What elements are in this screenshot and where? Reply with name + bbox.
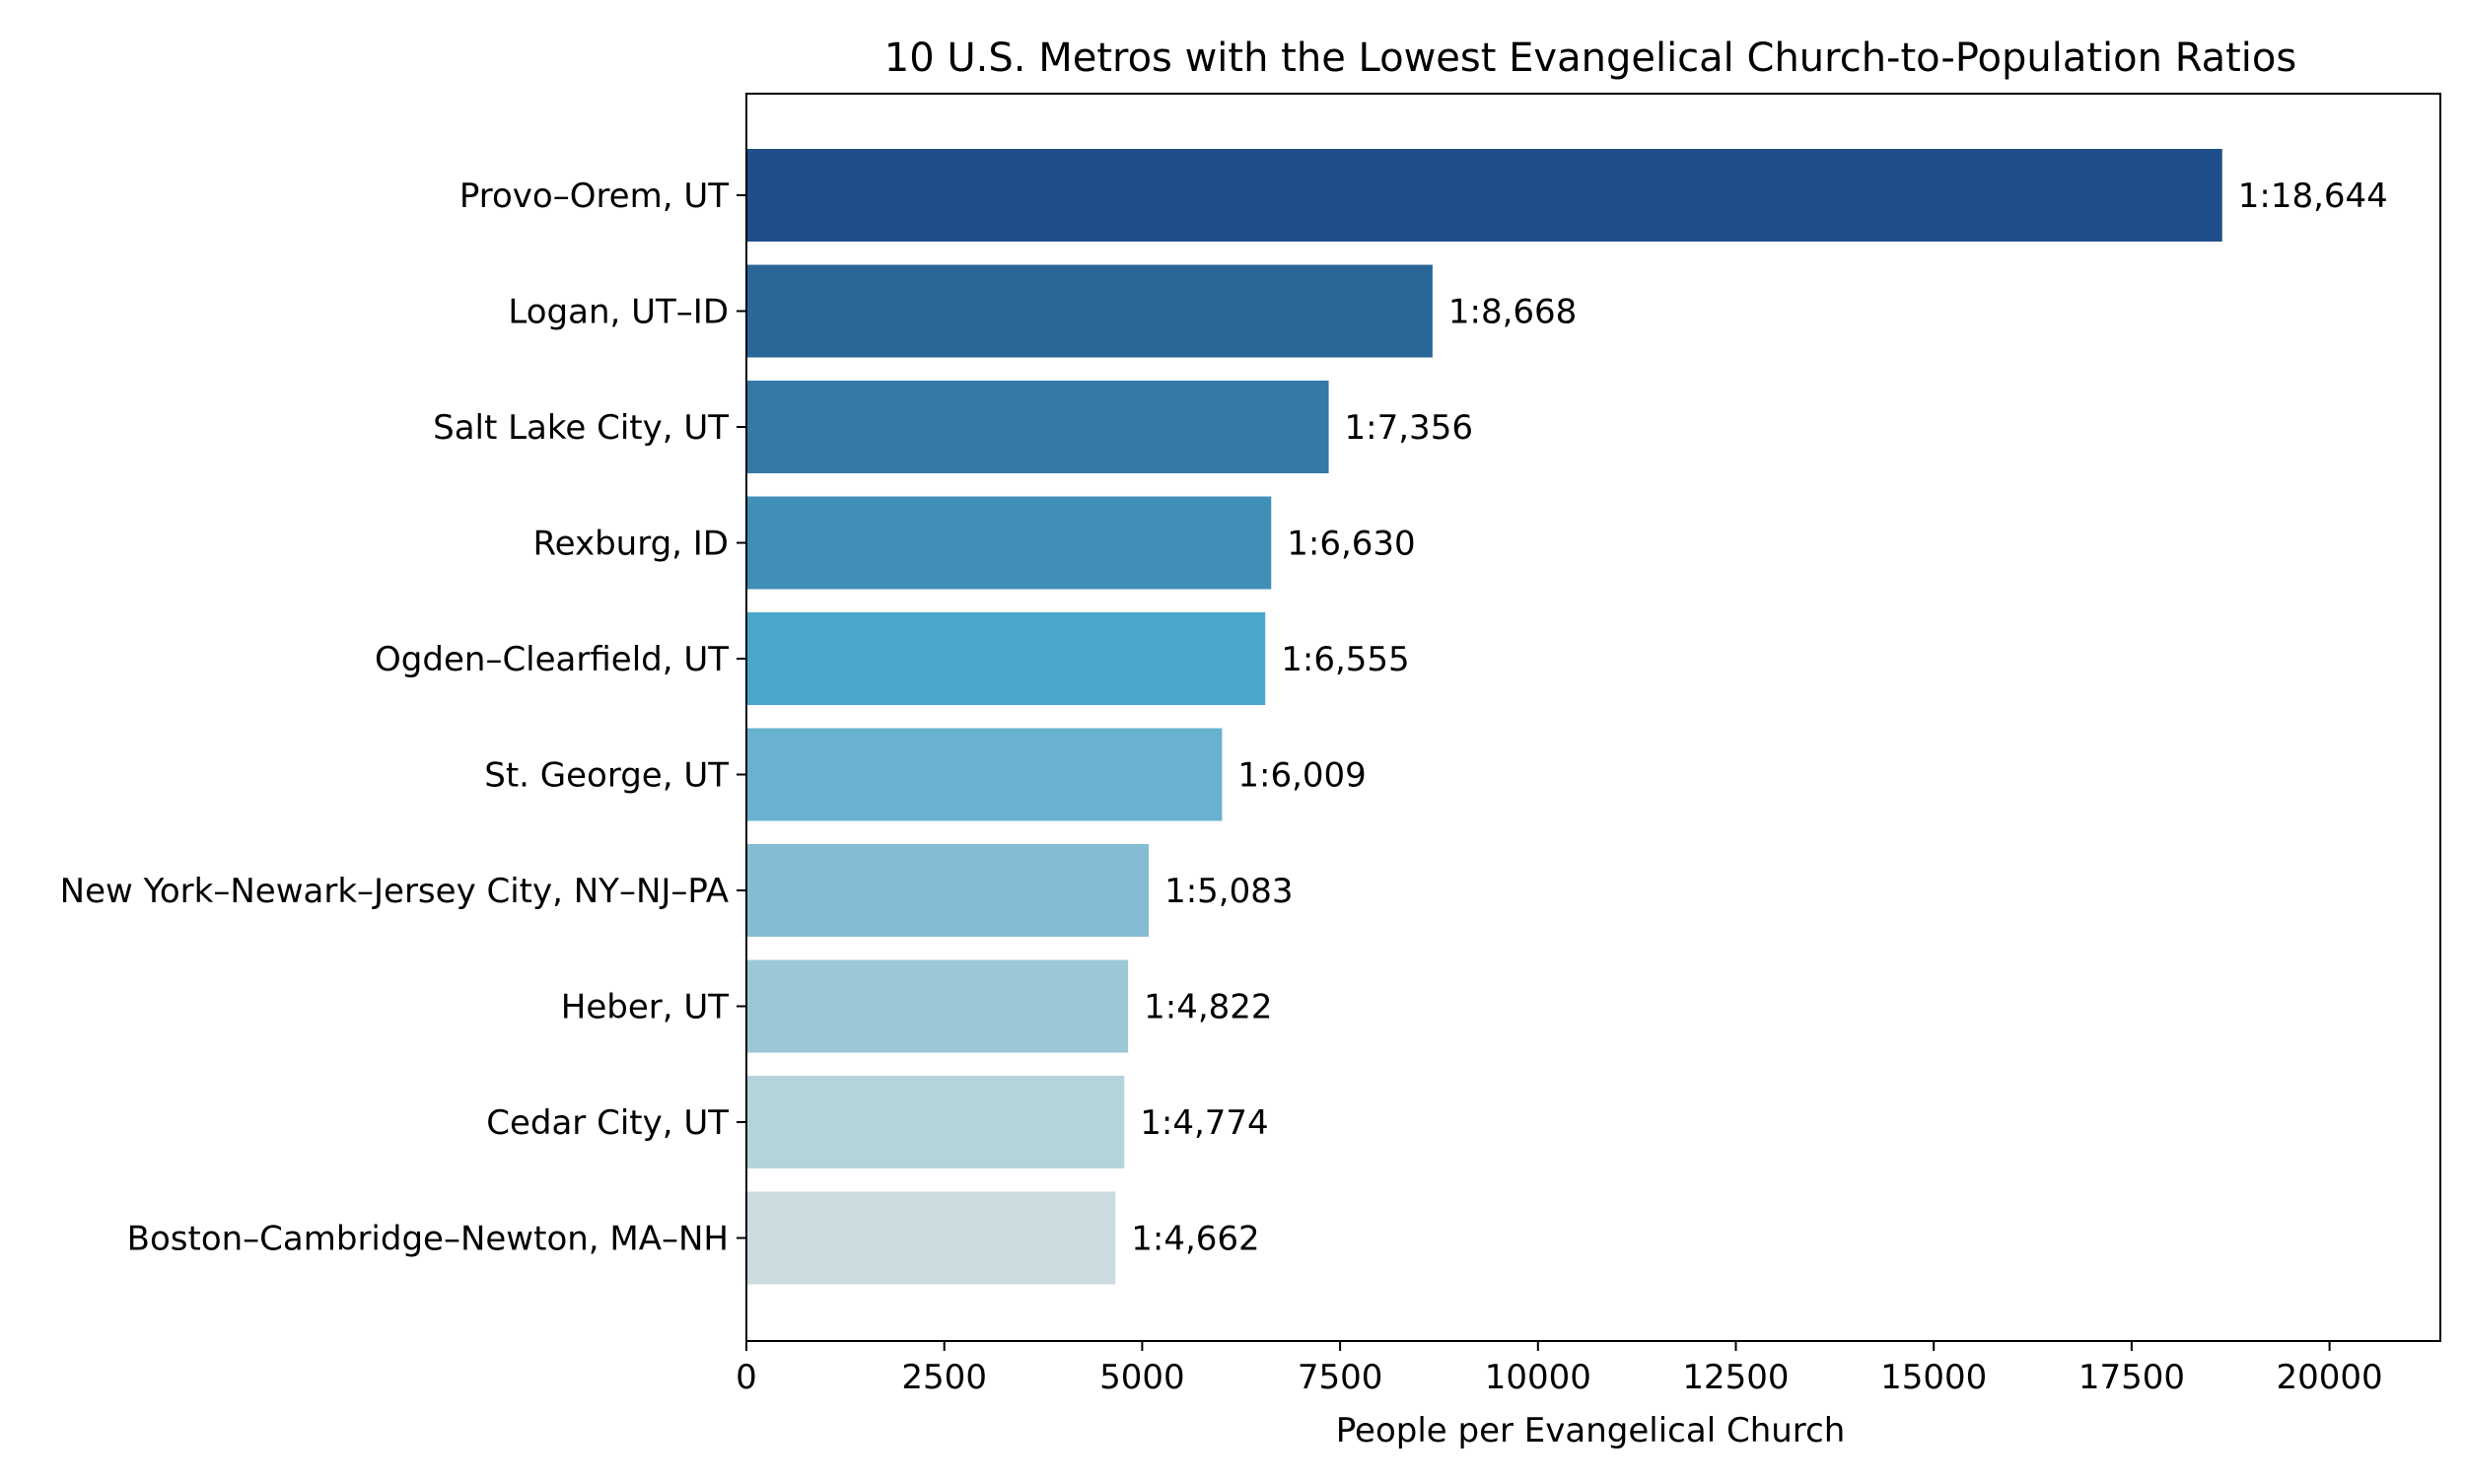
x-axis-label: People per Evangelical Church — [1336, 1411, 1846, 1450]
data-label: 1:7,356 — [1345, 408, 1473, 448]
bar — [746, 496, 1272, 590]
category-label: Cedar City, UT — [486, 1103, 729, 1143]
data-label: 1:6,630 — [1287, 525, 1415, 564]
x-tick-label: 20000 — [2277, 1358, 2383, 1397]
bar — [746, 728, 1223, 821]
data-label: 1:6,009 — [1237, 756, 1366, 796]
data-label: 1:4,662 — [1131, 1220, 1259, 1259]
x-tick-label: 7500 — [1298, 1358, 1383, 1397]
data-label: 1:8,668 — [1448, 293, 1577, 332]
data-labels-group: 1:18,644 1:8,668 1:7,356 1:6,630 1:6,555 1:6,… — [1131, 177, 2388, 1259]
bar — [746, 612, 1266, 705]
chart-title: 10 U.S. Metros with the Lowest Evangelic… — [884, 35, 2296, 81]
data-label: 1:5,083 — [1164, 872, 1293, 911]
x-tick-label: 10000 — [1485, 1358, 1591, 1397]
category-labels-group: Provo–Orem, UT Logan, UT–ID Salt Lake City… — [60, 177, 746, 1259]
category-label: Salt Lake City, UT — [433, 408, 729, 448]
bars-group — [746, 149, 2222, 1285]
bar — [746, 1191, 1116, 1285]
bar — [746, 959, 1129, 1053]
plot-frame — [745, 93, 2441, 1342]
category-label: New York–Newark–Jersey City, NY–NJ–PA — [60, 872, 729, 911]
x-tick-label: 5000 — [1099, 1358, 1185, 1397]
category-label: Logan, UT–ID — [508, 293, 729, 332]
bar — [746, 381, 1329, 473]
category-label: Rexburg, ID — [533, 525, 729, 564]
x-tick-label: 0 — [736, 1358, 757, 1397]
category-label: St. George, UT — [484, 756, 729, 796]
category-label: Boston–Cambridge–Newton, MA–NH — [127, 1220, 729, 1259]
data-label: 1:18,644 — [2238, 177, 2388, 216]
bar — [746, 264, 1433, 358]
data-label: 1:4,822 — [1144, 988, 1272, 1027]
x-tick-label: 12500 — [1682, 1358, 1789, 1397]
bar — [746, 844, 1150, 937]
category-label: Heber, UT — [561, 988, 729, 1027]
category-label: Ogden–Clearfield, UT — [375, 640, 729, 679]
x-tick-label: 2500 — [901, 1358, 987, 1397]
bar — [746, 1076, 1125, 1168]
data-label: 1:4,774 — [1140, 1103, 1268, 1143]
x-ticks-group: 0 2500 5000 7500 10000 12500 15000 17500 20000 — [736, 1341, 2383, 1397]
x-tick-label: 17500 — [2078, 1358, 2185, 1397]
x-tick-label: 15000 — [1880, 1358, 1987, 1397]
category-label: Provo–Orem, UT — [459, 177, 729, 216]
data-label: 1:6,555 — [1281, 640, 1409, 679]
bar — [746, 149, 2222, 242]
